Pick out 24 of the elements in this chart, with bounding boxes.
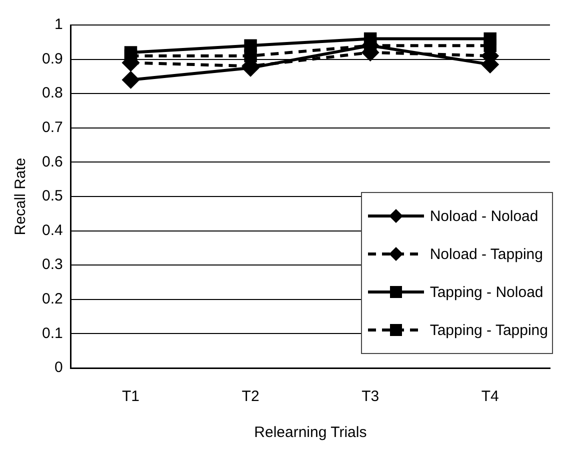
y-tick-label: 0.9 [42,50,63,68]
y-tick-label: 0.5 [42,188,63,205]
y-tick-label: 1 [54,16,63,34]
legend-label: Tapping - Noload [430,284,544,300]
y-tick-label: 0 [54,359,63,376]
legend-label: Noload - Tapping [430,246,543,262]
y-tick-label: 0.3 [42,256,63,274]
y-tick-label: 0.1 [42,324,63,342]
x-tick-label: T4 [481,388,499,406]
y-tick-label: 0.8 [42,84,63,102]
legend-label: Noload - Noload [430,208,538,224]
y-axis-title: Recall Rate [12,158,30,236]
x-axis-title: Relearning Trials [254,424,367,442]
x-tick-label: T2 [242,388,260,406]
point [484,32,496,46]
legend-label: Tapping - Tapping [430,322,548,338]
y-tick-label: 0.7 [42,119,63,136]
y-tick-label: 0.4 [42,222,63,239]
x-tick-label: T1 [122,388,140,406]
y-tick-label: 0.2 [42,290,63,308]
x-tick-label: T3 [362,388,380,406]
y-tick-label: 0.6 [42,153,63,170]
point [244,39,257,52]
point [122,70,140,89]
